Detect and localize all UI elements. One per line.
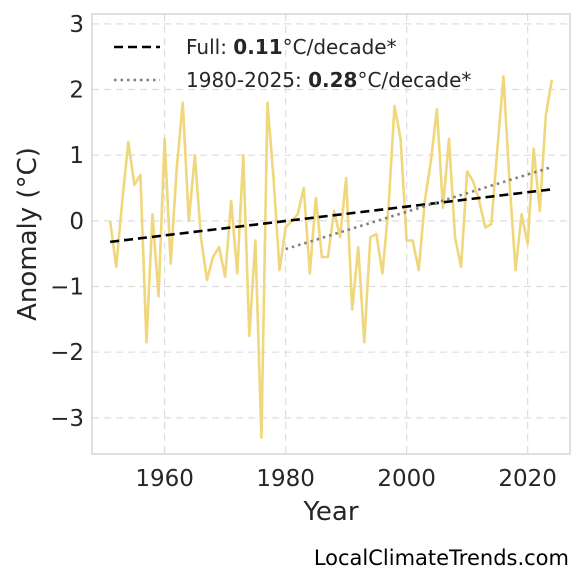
recent-trend-line [285, 165, 553, 251]
y-tick-label: 2 [69, 78, 84, 104]
plot-frame [91, 13, 571, 455]
legend-recent-prefix: 1980-2025: [186, 68, 308, 92]
x-tick-label: 2020 [498, 466, 557, 492]
legend-entry-recent: 1980-2025: 0.28°C/decade* [186, 68, 471, 92]
watermark: LocalClimateTrends.com [313, 546, 569, 570]
x-tick-label: 2000 [377, 466, 436, 492]
y-tick-label: −1 [50, 275, 84, 301]
y-tick-label: 1 [69, 143, 84, 169]
legend-recent-value: 0.28 [308, 68, 357, 92]
anomaly-series-line [108, 75, 554, 439]
y-axis-label: Anomaly (°C) [13, 147, 43, 321]
series-layer [108, 75, 554, 439]
legend-full-suffix: °C/decade* [283, 35, 397, 59]
y-tick-label: −2 [50, 340, 84, 366]
x-tick-label: 1960 [135, 466, 194, 492]
y-tick-label: 3 [69, 12, 84, 38]
legend-full-value: 0.11 [233, 35, 282, 59]
x-axis-label: Year [302, 497, 358, 527]
legend: Full: 0.11°C/decade* 1980-2025: 0.28°C/d… [114, 35, 471, 92]
legend-entry-full: Full: 0.11°C/decade* [186, 35, 397, 59]
y-tick-label: 0 [69, 209, 84, 235]
legend-recent-suffix: °C/decade* [357, 68, 471, 92]
y-tick-label: −3 [50, 406, 84, 432]
tick-labels: 1960 1980 2000 2020 −3 −2 −1 0 1 2 3 [50, 12, 557, 492]
full-trend-line [109, 188, 553, 244]
legend-full-prefix: Full: [186, 35, 233, 59]
x-tick-label: 1980 [256, 466, 315, 492]
